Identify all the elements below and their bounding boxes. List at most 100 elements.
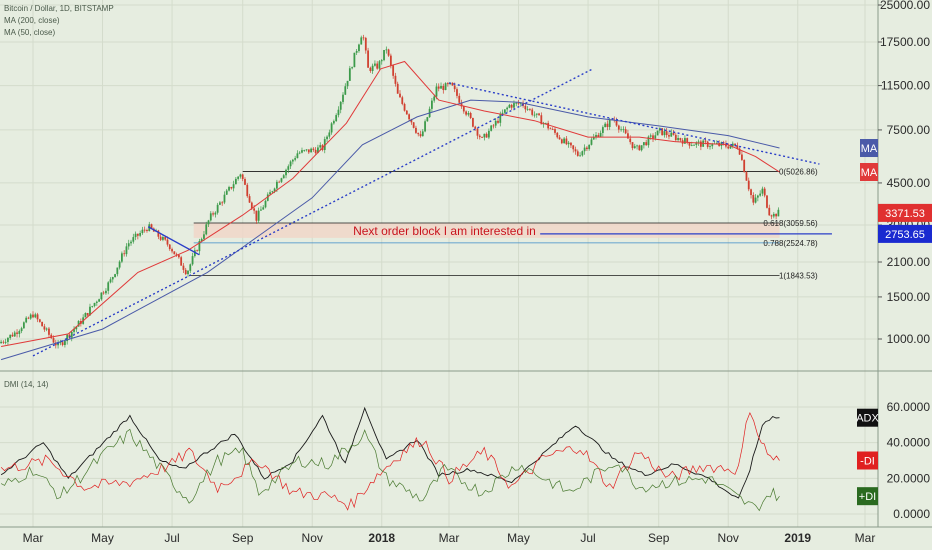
minus-di-badge-text: -DI [860,456,875,468]
candle-body [761,188,764,194]
ma50-badge-text: MA [861,167,878,179]
candle-body [237,176,240,179]
candle-body [305,149,308,151]
candle-body [326,136,328,140]
candle-body [355,51,358,53]
candle-body [173,251,176,255]
candle-body [360,37,363,45]
candle-body [146,230,148,232]
candle-body [601,127,604,133]
candle-body [159,236,162,240]
candle-body [722,142,725,144]
candle-body [531,109,534,115]
candle-body [756,195,759,198]
candle-body [139,233,142,236]
candle-body [332,121,335,124]
candle-body [16,332,18,334]
candle-body [50,334,53,339]
candle-body [576,151,579,156]
candle-body [111,277,114,280]
time-tick-label: Nov [718,531,739,545]
candle-body [636,145,638,147]
candle-body [230,187,233,189]
candle-body [677,138,679,141]
price-tick-label: 25000.00 [880,0,930,12]
candle-body [483,133,486,138]
candle-body [367,50,369,68]
candle-body [285,169,287,176]
ma200-badge: MA [860,139,878,158]
candle-body [627,133,629,139]
last-price-badge-text: 3371.53 [885,208,925,220]
candle-body [693,144,695,146]
candle-body [376,63,379,69]
candle-body [581,151,584,156]
grid [0,0,932,528]
candle-body [171,249,173,252]
adx-badge-bg [857,408,878,427]
candle-body [20,328,23,332]
candle-body [57,343,59,346]
candle-body [699,141,702,147]
candle-body [526,109,529,110]
candle-body [424,121,426,132]
candle-body [465,111,467,115]
time-tick-label: Mar [23,531,44,545]
candle-body [374,63,376,66]
candle-body [212,213,214,215]
candle-body [524,105,527,110]
candle-body [54,342,57,346]
candle-body [184,269,187,275]
candle-body [419,134,422,137]
candle-body [41,321,44,327]
candle-body [540,115,543,125]
candle-body [162,237,164,240]
candle-body [266,194,269,201]
candle-body [294,158,297,160]
candle-body [264,200,267,208]
candle-body [4,341,7,343]
candle-body [66,334,69,342]
candle-body [633,146,636,149]
candle-body [225,190,228,195]
candle-body [246,184,249,197]
ma50-legend: MA (50, close) [4,28,55,37]
drawings [32,68,832,357]
candle-body [207,220,210,225]
candle-body [59,342,62,344]
candle-body [371,65,374,71]
candle-body [86,313,89,316]
trendline-rising-support [32,68,593,357]
ma50-badge: MA [860,163,878,181]
candlesticks [0,34,780,349]
candle-body [510,104,513,108]
candle-body [588,144,591,150]
candle-body [679,138,682,141]
candle-body [759,193,762,196]
candle-body [43,326,46,330]
candle-body [13,332,16,337]
candle-body [105,290,107,294]
candle-body [307,149,310,153]
candle-body [538,113,540,116]
candle-body [670,132,673,137]
candle-body [269,192,271,195]
candle-body [339,101,342,110]
candle-body [750,189,752,196]
candle-body [431,100,433,109]
candle-body [563,138,566,144]
adx-badge: ADX [856,408,879,427]
candle-body [597,134,600,138]
time-tick-label: May [507,531,530,545]
candle-body [344,86,347,95]
candle-body [214,212,217,215]
candle-body [314,149,317,153]
candle-body [556,132,559,138]
candle-body [412,122,415,128]
dmi-line-di [0,428,780,512]
candle-body [474,126,477,129]
fib-level-label: 0.618(3059.56) [763,219,818,228]
candle-body [688,142,691,146]
candle-body [551,128,554,130]
ma200-line [0,99,780,361]
